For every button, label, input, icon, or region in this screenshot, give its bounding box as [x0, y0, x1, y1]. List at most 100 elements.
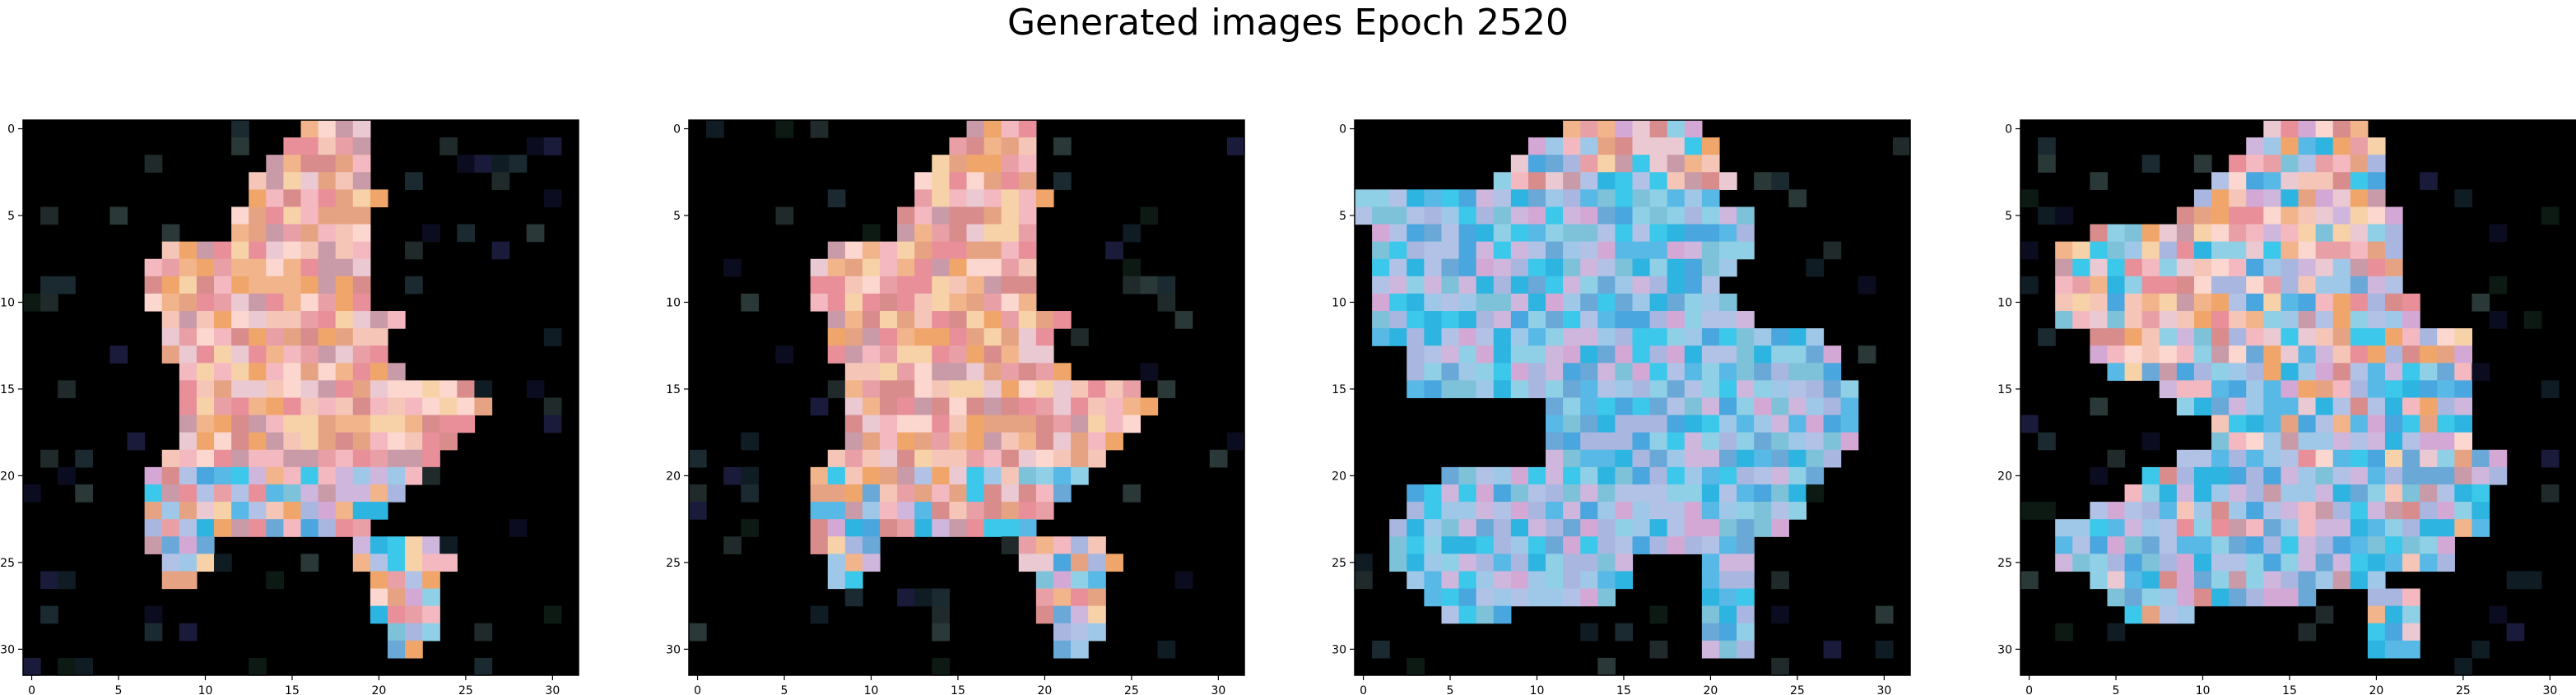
heatmap-cell	[300, 206, 319, 225]
heatmap-cell	[2281, 363, 2299, 382]
heatmap-cell	[1615, 328, 1634, 346]
heatmap-cell	[2384, 345, 2403, 364]
heatmap-cell	[844, 449, 863, 468]
heatmap-cell	[966, 206, 985, 225]
heatmap-cell	[1493, 241, 1512, 260]
heatmap-cell	[844, 536, 863, 554]
heatmap-cell	[422, 536, 440, 554]
heatmap-cell	[1001, 241, 1020, 260]
heatmap-cell	[1018, 554, 1037, 572]
figure-title: Generated images Epoch 2520	[1007, 2, 1569, 44]
x-tick-label: 0	[1360, 684, 1367, 695]
heatmap-cell	[1053, 363, 1072, 382]
heatmap-cell	[2281, 206, 2299, 225]
heatmap-cell	[283, 363, 302, 382]
heatmap-cell	[1788, 466, 1807, 485]
heatmap-cell	[2350, 276, 2369, 294]
heatmap-cell	[2315, 224, 2334, 243]
heatmap-cell	[914, 502, 932, 520]
heatmap-cell	[249, 432, 267, 451]
heatmap-cell	[1226, 432, 1245, 451]
heatmap-cell	[949, 415, 968, 433]
heatmap-cell	[1458, 484, 1477, 503]
heatmap-cell	[897, 502, 915, 520]
heatmap-cell	[1018, 397, 1037, 416]
heatmap-cell	[318, 484, 337, 503]
x-tick-label: 15	[951, 684, 965, 695]
heatmap-cell	[932, 502, 951, 520]
heatmap-cell	[2367, 293, 2386, 312]
heatmap-cell	[2263, 345, 2282, 364]
x-tick-label: 25	[1790, 684, 1805, 695]
heatmap-cell	[1563, 466, 1581, 485]
heatmap-cell	[1001, 345, 1020, 364]
heatmap-cell	[1667, 363, 1686, 382]
heatmap-cell	[1018, 293, 1037, 312]
heatmap-cell	[827, 571, 846, 590]
heatmap-cell	[1088, 380, 1106, 399]
heatmap-cell	[2229, 502, 2247, 520]
heatmap-cell	[231, 432, 249, 451]
heatmap-cell	[2055, 258, 2073, 277]
heatmap-cell	[1615, 172, 1634, 190]
heatmap-cell	[300, 155, 319, 173]
heatmap-cell	[1458, 554, 1477, 572]
heatmap-cell	[1701, 258, 1720, 277]
heatmap-cell	[2402, 640, 2420, 659]
heatmap-cell	[2367, 484, 2386, 503]
heatmap-cell	[1140, 276, 1159, 294]
heatmap-cell	[1546, 206, 1564, 225]
heatmap-cell	[1527, 293, 1546, 312]
heatmap-cell	[1649, 640, 1668, 659]
heatmap-cell	[405, 623, 423, 642]
heatmap-cell	[827, 502, 846, 520]
heatmap-cell	[932, 189, 951, 208]
heatmap-cell	[2281, 120, 2299, 138]
heatmap-cell	[1053, 432, 1072, 451]
heatmap-cell	[1597, 328, 1616, 346]
heatmap-cell	[2229, 155, 2247, 173]
heatmap-cell	[1527, 588, 1546, 607]
heatmap-cell	[1597, 657, 1616, 676]
heatmap-cell	[827, 519, 846, 537]
heatmap-cell	[2124, 363, 2143, 382]
heatmap-cell	[880, 432, 898, 451]
heatmap-cell	[2437, 484, 2455, 503]
heatmap-cell	[2281, 172, 2299, 190]
heatmap-cell	[1001, 466, 1020, 485]
heatmap-cell	[2107, 536, 2126, 554]
heatmap-cell	[2332, 224, 2351, 243]
heatmap-cell	[231, 449, 249, 468]
heatmap-cell	[1580, 380, 1598, 399]
heatmap-cell	[2176, 311, 2195, 329]
heatmap-cell	[2298, 519, 2317, 537]
heatmap-cell	[249, 519, 267, 537]
y-tick-label: 0	[673, 123, 681, 137]
heatmap-cell	[1788, 415, 1807, 433]
heatmap-cell	[1737, 588, 1755, 607]
heatmap-cell	[897, 311, 915, 329]
heatmap-cell	[723, 466, 742, 485]
heatmap-cell	[2141, 293, 2160, 312]
heatmap-cell	[1527, 554, 1546, 572]
heatmap-cell	[144, 466, 163, 485]
heatmap-cell	[2072, 293, 2090, 312]
heatmap-cell	[283, 449, 302, 468]
heatmap-cell	[2471, 640, 2490, 659]
heatmap-cell	[1563, 588, 1581, 607]
heatmap-cell	[2107, 328, 2126, 346]
heatmap-cell	[387, 588, 406, 607]
heatmap-cell	[214, 276, 232, 294]
heatmap-cell	[1632, 484, 1651, 503]
heatmap-cell	[370, 328, 388, 346]
heatmap-cell	[1035, 571, 1054, 590]
heatmap-cell	[40, 206, 58, 225]
heatmap-cell	[862, 276, 881, 294]
heatmap-cell	[1632, 224, 1651, 243]
heatmap-cell	[352, 502, 371, 520]
heatmap-cell	[2332, 571, 2351, 590]
heatmap-cell	[1718, 415, 1737, 433]
heatmap-cell	[266, 415, 285, 433]
heatmap-cell	[1701, 449, 1720, 468]
heatmap-cell	[1563, 276, 1581, 294]
